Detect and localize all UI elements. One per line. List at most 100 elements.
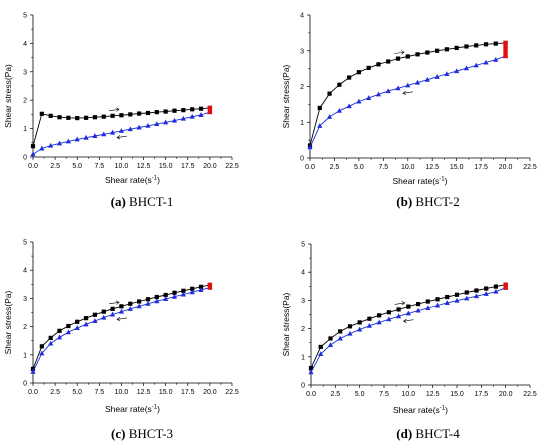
square-point [347,324,353,329]
y-tick-label: 1 [300,120,304,127]
triangle-point [171,117,178,123]
endpoint-marker [503,40,508,59]
square-point [464,290,469,295]
y-tick-label: 3 [300,48,304,55]
triangle-point [308,369,314,375]
panel-caption-text: BHCT-4 [412,426,460,441]
triangle-point [473,293,480,299]
x-axis-label-main: Shear rate(s [393,405,440,415]
triangle-point [154,298,160,304]
x-tick-label: 0.0 [28,389,38,396]
x-axis-label-sup: -1 [440,406,446,412]
triangle-point [386,316,392,322]
triangle-point [48,142,54,148]
square-point [190,286,195,291]
square-point [483,42,489,47]
x-tick-label: 12.5 [425,164,439,171]
y-tick-label: 0 [23,381,27,388]
y-tick-label: 1 [23,352,27,359]
triangle-point [463,65,470,71]
triangle-point [434,302,441,308]
x-tick-label: 22.5 [523,391,537,398]
square-point [367,316,372,321]
y-tick-label: 2 [23,324,27,331]
triangle-point [136,303,142,309]
triangle-point [65,329,71,335]
triangle-point [375,91,382,97]
y-axis-label: Shear stress(Pa) [3,290,13,354]
x-tick-label: 17.5 [474,164,488,171]
x-tick-label: 2.5 [50,389,60,396]
x-tick-label: 2.5 [330,391,340,398]
square-point [75,115,80,121]
y-tick-label: 2 [23,98,27,105]
x-tick-label: 2.5 [330,164,340,171]
square-point [327,91,332,96]
triangle-point [336,108,342,113]
x-tick-label: 10.0 [115,163,129,170]
up-arrow-icon [394,50,405,55]
square-point [57,328,62,333]
x-tick-label: 7.5 [378,164,388,171]
square-point [119,304,124,309]
x-axis-label-end: ) [445,176,448,186]
y-tick-label: 2 [301,326,305,333]
chart-panel-2: 0.0 2.5 5.0 7.5 10.0 12.5 15.0 17.5 20.0 22.5 0 1 2 3… [281,13,537,210]
x-tick-label: 20.0 [499,164,513,171]
triangle-point [473,62,479,68]
x-axis-label-sup: -1 [152,176,158,182]
down-arrow-icon [116,317,128,322]
triangle-point [357,326,363,332]
y-axis-label: Shear stress(Pa) [3,64,13,128]
x-axis-label-main: Shear rate(s [105,404,152,414]
triangle-point [30,151,36,157]
triangle-point [154,121,160,127]
y-tick-label: 0 [23,155,27,162]
panel-caption-text: BHCT-2 [412,194,460,209]
square-point [318,344,323,350]
x-tick-label: 20.0 [203,163,217,170]
up-curve-line [32,284,210,370]
x-tick-label: 0.0 [306,391,316,398]
triangle-point [318,351,324,356]
triangle-point [337,335,343,341]
square-point [493,41,498,46]
square-point [454,45,459,50]
x-axis-label: Shear rate(s-1) [105,404,160,414]
x-tick-label: 7.5 [94,163,104,170]
down-curve-line [309,55,506,148]
y-tick-label: 1 [23,126,27,133]
triangle-point [110,311,116,317]
triangle-point [56,334,63,340]
square-point [172,108,177,113]
square-point [163,292,168,298]
endpoint-marker [207,105,213,115]
square-point [347,75,352,80]
square-point [57,115,62,120]
triangle-point [180,291,186,297]
square-point [101,114,106,119]
triangle-point [163,119,169,125]
x-tick-label: 12.5 [426,391,440,398]
triangle-point [385,88,391,94]
square-point [493,284,499,289]
square-point [474,288,479,293]
triangle-point [118,308,125,314]
square-point [366,65,371,71]
y-tick-label: 4 [301,270,305,277]
square-point [395,56,401,61]
y-tick-label: 4 [300,13,304,20]
square-point [101,309,106,314]
square-point [377,313,382,318]
square-point [328,336,333,341]
square-point [484,286,489,291]
up-arrow-icon [109,107,120,112]
square-point [435,297,440,302]
square-point [137,111,142,116]
triangle-point [101,131,107,137]
triangle-point [56,140,63,146]
triangle-point [30,368,36,374]
triangle-point [198,287,204,292]
square-point [198,284,204,289]
square-point [444,47,449,52]
